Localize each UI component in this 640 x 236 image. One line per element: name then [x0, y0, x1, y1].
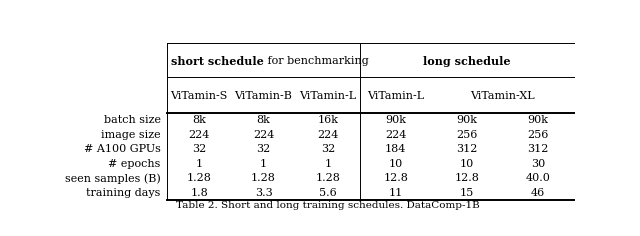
Text: image size: image size	[101, 130, 161, 140]
Text: 1: 1	[195, 159, 203, 169]
Text: 90k: 90k	[527, 115, 548, 125]
Text: 15: 15	[460, 188, 474, 198]
Text: 10: 10	[460, 159, 474, 169]
Text: 10: 10	[388, 159, 403, 169]
Text: 1.28: 1.28	[187, 173, 211, 183]
Text: 90k: 90k	[456, 115, 477, 125]
Text: 32: 32	[321, 144, 335, 154]
Text: 3.3: 3.3	[255, 188, 273, 198]
Text: 184: 184	[385, 144, 406, 154]
Text: 12.8: 12.8	[383, 173, 408, 183]
Text: ViTamin-B: ViTamin-B	[235, 91, 292, 101]
Text: 32: 32	[192, 144, 206, 154]
Text: 224: 224	[253, 130, 274, 140]
Text: 5.6: 5.6	[319, 188, 337, 198]
Text: 256: 256	[456, 130, 477, 140]
Text: Figure 4 for ViTamin: Designing Scalable Vision Models in the Vision-Language Er: Figure 4 for ViTamin: Designing Scalable…	[92, 15, 564, 25]
Text: 8k: 8k	[257, 115, 271, 125]
Text: 1: 1	[260, 159, 267, 169]
Text: 312: 312	[456, 144, 477, 154]
Text: ViTamin-S: ViTamin-S	[170, 91, 228, 101]
Text: long schedule: long schedule	[423, 55, 511, 67]
Text: # epochs: # epochs	[108, 159, 161, 169]
Text: 1.8: 1.8	[190, 188, 208, 198]
Text: 32: 32	[257, 144, 271, 154]
Text: seen samples (B): seen samples (B)	[65, 173, 161, 184]
Text: 224: 224	[385, 130, 406, 140]
Text: 256: 256	[527, 130, 548, 140]
Text: ViTamin-XL: ViTamin-XL	[470, 91, 535, 101]
Text: 40.0: 40.0	[525, 173, 550, 183]
Text: batch size: batch size	[104, 115, 161, 125]
Text: 11: 11	[388, 188, 403, 198]
Text: 12.8: 12.8	[454, 173, 479, 183]
Text: # A100 GPUs: # A100 GPUs	[84, 144, 161, 154]
Text: 30: 30	[531, 159, 545, 169]
Text: training days: training days	[86, 188, 161, 198]
Text: 16k: 16k	[317, 115, 339, 125]
Text: 224: 224	[188, 130, 210, 140]
Text: 1.28: 1.28	[316, 173, 340, 183]
Text: short schedule: short schedule	[171, 55, 264, 67]
Text: ViTamin-L: ViTamin-L	[300, 91, 356, 101]
Text: 1: 1	[324, 159, 332, 169]
Text: ViTamin-L: ViTamin-L	[367, 91, 424, 101]
Text: 8k: 8k	[192, 115, 206, 125]
Text: Table 2. Short and long training schedules. DataComp-1B: Table 2. Short and long training schedul…	[176, 201, 480, 210]
Text: 46: 46	[531, 188, 545, 198]
Text: 312: 312	[527, 144, 548, 154]
Text: for benchmarking: for benchmarking	[264, 56, 368, 66]
Text: 224: 224	[317, 130, 339, 140]
Text: 90k: 90k	[385, 115, 406, 125]
Text: 1.28: 1.28	[251, 173, 276, 183]
